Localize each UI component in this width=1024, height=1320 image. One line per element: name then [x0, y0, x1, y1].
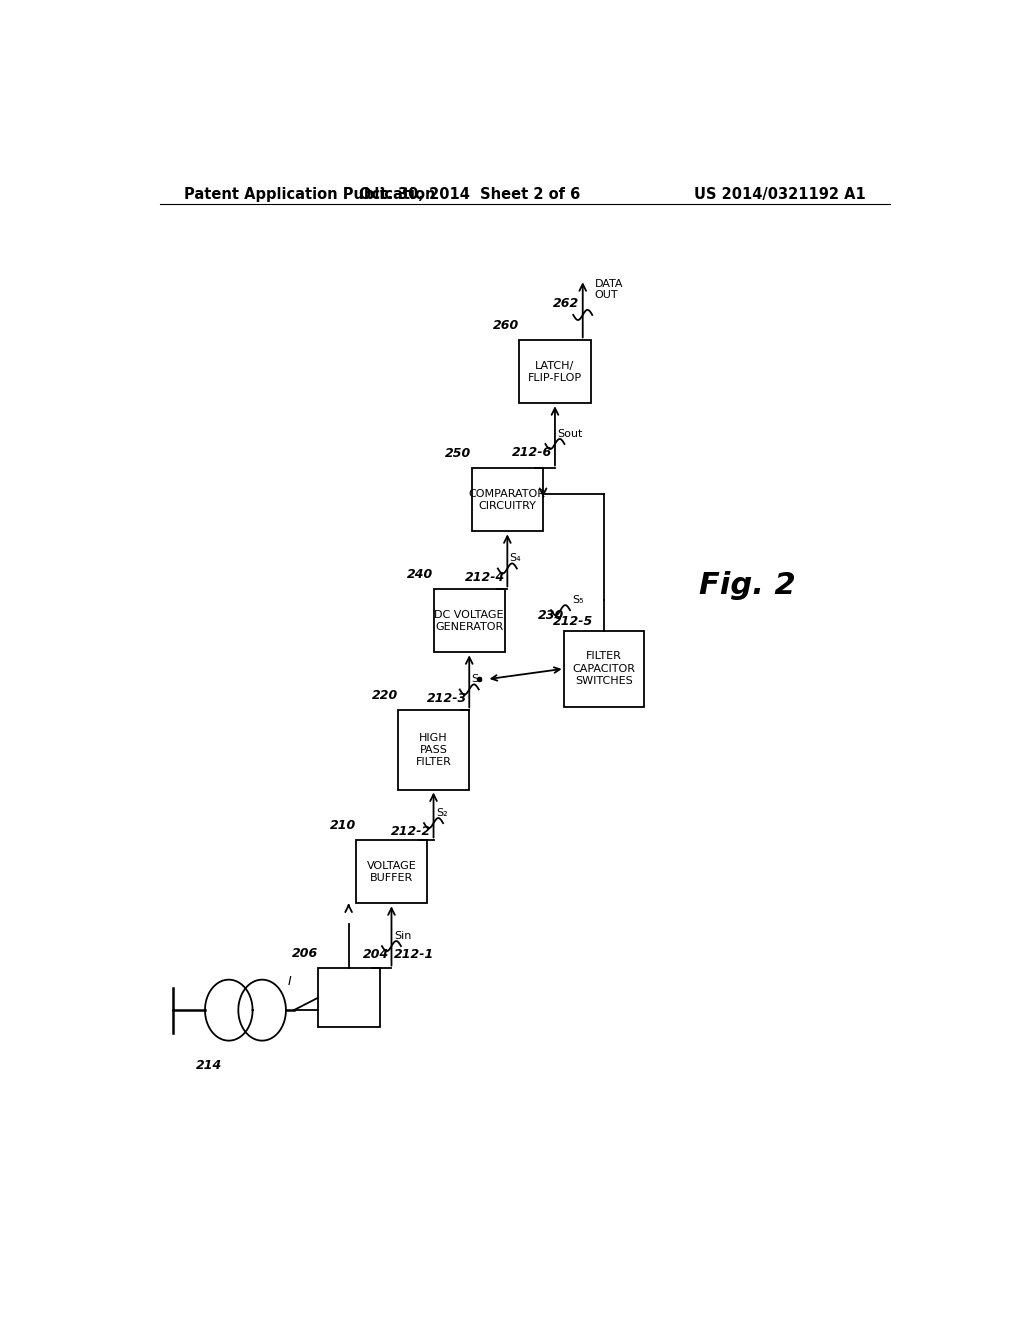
- Text: S₃: S₃: [472, 675, 483, 684]
- FancyBboxPatch shape: [355, 841, 427, 903]
- Text: 212-3: 212-3: [427, 692, 467, 705]
- FancyBboxPatch shape: [519, 341, 591, 404]
- Text: 260: 260: [493, 319, 519, 333]
- Text: 250: 250: [445, 447, 472, 461]
- Text: Oct. 30, 2014  Sheet 2 of 6: Oct. 30, 2014 Sheet 2 of 6: [358, 187, 580, 202]
- Text: Sout: Sout: [557, 429, 583, 440]
- Text: 230: 230: [539, 610, 564, 623]
- FancyBboxPatch shape: [472, 469, 543, 532]
- Text: Fig. 2: Fig. 2: [698, 570, 796, 599]
- FancyBboxPatch shape: [564, 631, 644, 706]
- Text: 214: 214: [196, 1059, 222, 1072]
- FancyBboxPatch shape: [397, 710, 469, 789]
- Text: FILTER
CAPACITOR
SWITCHES: FILTER CAPACITOR SWITCHES: [572, 651, 636, 686]
- Text: 212-5: 212-5: [553, 615, 593, 628]
- FancyBboxPatch shape: [317, 969, 380, 1027]
- Text: 212-4: 212-4: [465, 570, 505, 583]
- Circle shape: [239, 979, 286, 1040]
- Text: COMPARATOR
CIRCUITRY: COMPARATOR CIRCUITRY: [469, 488, 546, 511]
- Text: 220: 220: [372, 689, 397, 702]
- Text: S₄: S₄: [510, 553, 521, 564]
- Text: 212-1: 212-1: [394, 948, 434, 961]
- Text: 240: 240: [408, 568, 433, 581]
- Text: S₅: S₅: [572, 595, 584, 605]
- FancyBboxPatch shape: [433, 589, 505, 652]
- Circle shape: [205, 979, 253, 1040]
- Text: HIGH
PASS
FILTER: HIGH PASS FILTER: [416, 733, 452, 767]
- Text: DATA
OUT: DATA OUT: [595, 279, 624, 301]
- Text: Sin: Sin: [394, 931, 412, 941]
- Text: S₂: S₂: [436, 808, 447, 818]
- Text: 210: 210: [330, 820, 355, 833]
- Text: 206: 206: [292, 948, 317, 961]
- Text: I: I: [288, 974, 292, 987]
- Text: 262: 262: [553, 297, 579, 310]
- Text: DC VOLTAGE
GENERATOR: DC VOLTAGE GENERATOR: [434, 610, 504, 632]
- Text: US 2014/0321192 A1: US 2014/0321192 A1: [694, 187, 866, 202]
- Text: 212-2: 212-2: [391, 825, 431, 838]
- Text: 212-6: 212-6: [512, 446, 553, 459]
- Text: Patent Application Publication: Patent Application Publication: [183, 187, 435, 202]
- Text: VOLTAGE
BUFFER: VOLTAGE BUFFER: [367, 861, 417, 883]
- Text: LATCH/
FLIP-FLOP: LATCH/ FLIP-FLOP: [528, 360, 582, 383]
- Text: 204: 204: [362, 948, 389, 961]
